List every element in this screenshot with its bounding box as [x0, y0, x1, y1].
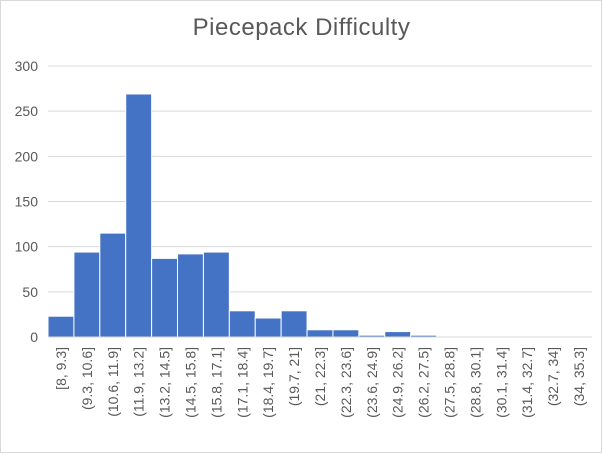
histogram-bar	[332, 329, 360, 338]
x-tick-label: (21, 22.3]	[312, 347, 328, 406]
x-tick-label: [8, 9.3]	[53, 347, 69, 390]
y-tick-label: 200	[15, 148, 39, 164]
histogram-bar	[125, 93, 153, 338]
x-tick-label: (31.4, 32.7]	[519, 347, 535, 418]
x-tick-label: (26.2, 27.5]	[416, 347, 432, 418]
histogram-bar	[280, 310, 308, 338]
x-tick-label: (11.9, 13.2]	[131, 347, 147, 417]
x-tick-label: (19.7, 21]	[286, 347, 302, 406]
bars	[47, 93, 438, 338]
x-tick-label: (15.8, 17.1]	[208, 347, 224, 418]
y-tick-label: 250	[15, 103, 39, 119]
x-tick-label: (18.4, 19.7]	[260, 347, 276, 418]
x-tick-label: (27.5, 28.8]	[442, 347, 458, 418]
histogram-bar	[384, 331, 412, 338]
histogram-bar	[254, 317, 282, 338]
x-tick-label: (24.9, 26.2]	[390, 347, 406, 418]
histogram-bar	[306, 329, 334, 338]
y-tick-label: 0	[30, 329, 38, 345]
histogram-bar	[228, 310, 256, 338]
x-axis-tick-labels: [8, 9.3] (9.3, 10.6] (10.6, 11.9] (11.9, 13…	[53, 347, 587, 418]
x-tick-label: (32.7, 34]	[545, 347, 561, 406]
x-tick-label: (17.1, 18.4]	[234, 347, 250, 418]
chart-title: Piecepack Difficulty	[192, 14, 411, 41]
y-axis-tick-labels: 0 50 100 150 200 250 300	[15, 58, 39, 345]
x-tick-label: (14.5, 15.8]	[182, 347, 198, 418]
histogram-bar	[177, 253, 204, 338]
histogram-bar	[47, 315, 75, 338]
histogram-bar	[73, 251, 101, 338]
histogram-bar	[151, 257, 179, 338]
histogram-bar	[202, 251, 230, 338]
y-tick-label: 100	[15, 239, 39, 255]
x-tick-label: (9.3, 10.6]	[79, 347, 95, 410]
x-tick-label: (22.3, 23.6]	[338, 347, 354, 418]
y-tick-label: 150	[15, 194, 39, 210]
x-tick-label: (30.1, 31.4]	[493, 347, 509, 418]
x-tick-label: (23.6, 24.9]	[364, 347, 380, 418]
x-tick-label: (13.2, 14.5]	[157, 347, 173, 418]
histogram-bar	[99, 232, 127, 338]
x-tick-label: (34, 35.3]	[571, 347, 587, 406]
y-tick-label: 50	[22, 284, 38, 300]
x-tick-label: (28.8, 30.1]	[467, 347, 483, 418]
y-tick-label: 300	[15, 58, 39, 74]
x-tick-label: (10.6, 11.9]	[105, 347, 121, 417]
